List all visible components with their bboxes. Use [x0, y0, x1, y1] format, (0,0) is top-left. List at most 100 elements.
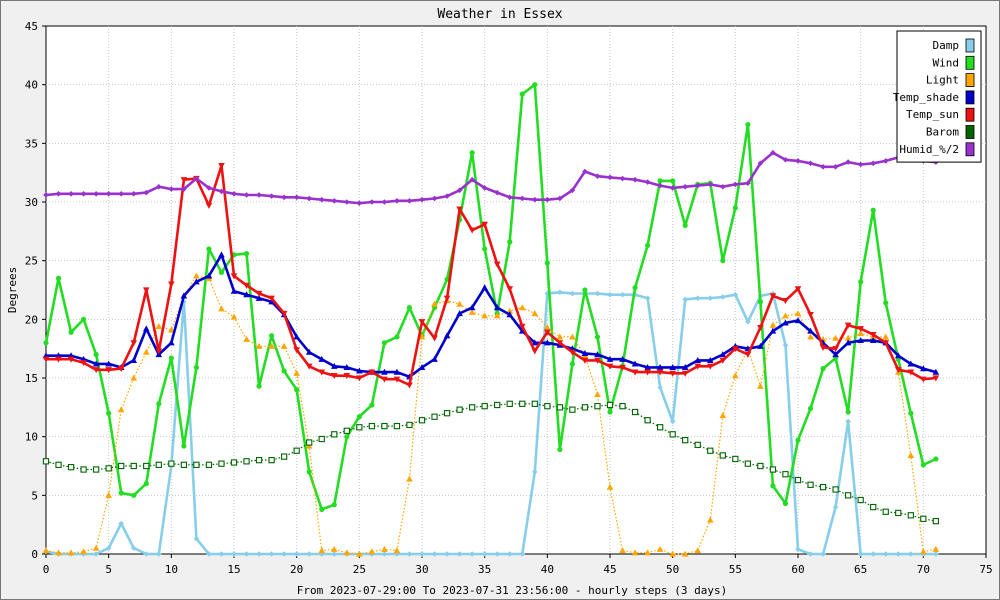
data-point-barom — [293, 447, 300, 454]
x-tick-label: 30 — [415, 563, 428, 576]
data-point-barom — [519, 400, 526, 407]
data-point-damp — [933, 551, 939, 557]
x-tick-label: 40 — [541, 563, 554, 576]
data-point-barom — [531, 400, 538, 407]
data-point-wind — [870, 207, 876, 213]
data-point-damp — [193, 535, 200, 542]
data-point-damp — [318, 551, 325, 557]
data-point-temp-sun — [393, 376, 401, 383]
data-point-temp-shade — [769, 327, 777, 334]
data-point-light — [920, 548, 927, 555]
data-point-light — [782, 312, 789, 319]
data-point-barom — [895, 509, 902, 517]
data-point-barom — [669, 431, 676, 438]
data-point-wind — [720, 258, 726, 264]
data-point-wind — [933, 456, 939, 462]
data-point-humid-2 — [80, 190, 87, 197]
data-point-temp-shade — [92, 360, 100, 367]
data-point-wind — [243, 251, 250, 257]
data-point-wind — [193, 364, 199, 371]
data-point-barom — [732, 455, 739, 463]
data-point-damp — [105, 545, 112, 551]
data-point-wind — [732, 205, 738, 211]
data-point-humid-2 — [130, 190, 137, 197]
data-point-light — [343, 549, 351, 556]
data-point-temp-sun — [681, 370, 689, 377]
data-point-humid-2 — [431, 195, 438, 202]
data-point-temp-sun — [920, 376, 927, 383]
chart-title: Weather in Essex — [437, 7, 562, 22]
legend-label-temp-shade: Temp_shade — [893, 91, 959, 104]
data-point-humid-2 — [306, 195, 312, 202]
legend-label-temp-sun: Temp_sun — [906, 108, 959, 121]
data-point-humid-2 — [243, 192, 250, 198]
data-point-wind — [469, 150, 475, 156]
data-point-barom — [794, 476, 802, 484]
data-point-barom — [594, 403, 601, 410]
data-point-light — [330, 545, 338, 552]
series-line-barom — [45, 403, 937, 522]
data-point-temp-shade — [606, 355, 614, 362]
data-point-temp-sun — [55, 356, 62, 363]
legend-swatch-wind — [965, 55, 975, 70]
data-point-light — [694, 547, 702, 554]
data-point-humid-2 — [707, 181, 714, 188]
data-point-humid-2 — [682, 183, 688, 190]
data-point-humid-2 — [745, 180, 751, 187]
data-point-temp-sun — [406, 382, 413, 389]
data-point-light — [669, 550, 676, 557]
data-point-humid-2 — [281, 194, 287, 201]
data-point-wind — [682, 222, 688, 229]
data-point-damp — [444, 551, 450, 557]
data-point-wind — [770, 483, 776, 489]
data-point-wind — [820, 366, 826, 372]
data-point-damp — [720, 294, 726, 300]
data-point-light — [393, 547, 401, 554]
data-point-temp-shade — [293, 333, 300, 340]
data-point-barom — [105, 465, 112, 472]
data-point-humid-2 — [293, 194, 300, 201]
data-point-light — [381, 545, 388, 552]
data-point-temp-sun — [794, 286, 802, 293]
y-axis-label: Degrees — [6, 267, 19, 313]
data-point-humid-2 — [256, 192, 262, 198]
data-point-light — [293, 369, 300, 376]
data-point-barom — [744, 460, 752, 467]
data-point-barom — [218, 460, 225, 467]
data-point-damp — [657, 384, 663, 391]
x-tick-label: 65 — [854, 563, 867, 576]
data-point-light — [130, 374, 138, 381]
data-point-humid-2 — [43, 192, 49, 198]
data-point-barom — [544, 403, 551, 410]
x-tick-label: 25 — [353, 563, 366, 576]
series-line-damp — [45, 290, 936, 556]
data-point-temp-sun — [932, 375, 940, 382]
data-point-light — [92, 544, 100, 551]
data-point-humid-2 — [882, 158, 889, 164]
data-point-damp — [882, 551, 889, 557]
y-tick-label: 35 — [25, 137, 38, 150]
data-point-wind — [394, 334, 400, 340]
y-tick-label: 10 — [25, 431, 38, 444]
data-point-damp — [857, 551, 864, 557]
data-point-temp-sun — [456, 206, 463, 213]
data-point-humid-2 — [456, 187, 463, 194]
data-point-temp-sun — [230, 273, 238, 280]
data-point-damp — [143, 551, 150, 557]
data-point-temp-sun — [343, 373, 351, 380]
x-tick-label: 55 — [729, 563, 742, 576]
data-point-light — [55, 549, 62, 556]
data-point-temp-sun — [656, 369, 664, 376]
x-tick-label: 60 — [791, 563, 804, 576]
data-point-humid-2 — [845, 159, 851, 165]
data-point-damp — [682, 296, 688, 303]
series-layer — [42, 82, 940, 557]
data-point-barom — [682, 437, 689, 444]
data-point-humid-2 — [857, 161, 864, 168]
data-point-wind — [745, 121, 751, 128]
data-point-barom — [694, 441, 701, 449]
data-point-temp-sun — [694, 363, 702, 370]
data-point-light — [544, 324, 551, 331]
data-point-light — [368, 548, 376, 555]
data-point-humid-2 — [231, 190, 237, 197]
